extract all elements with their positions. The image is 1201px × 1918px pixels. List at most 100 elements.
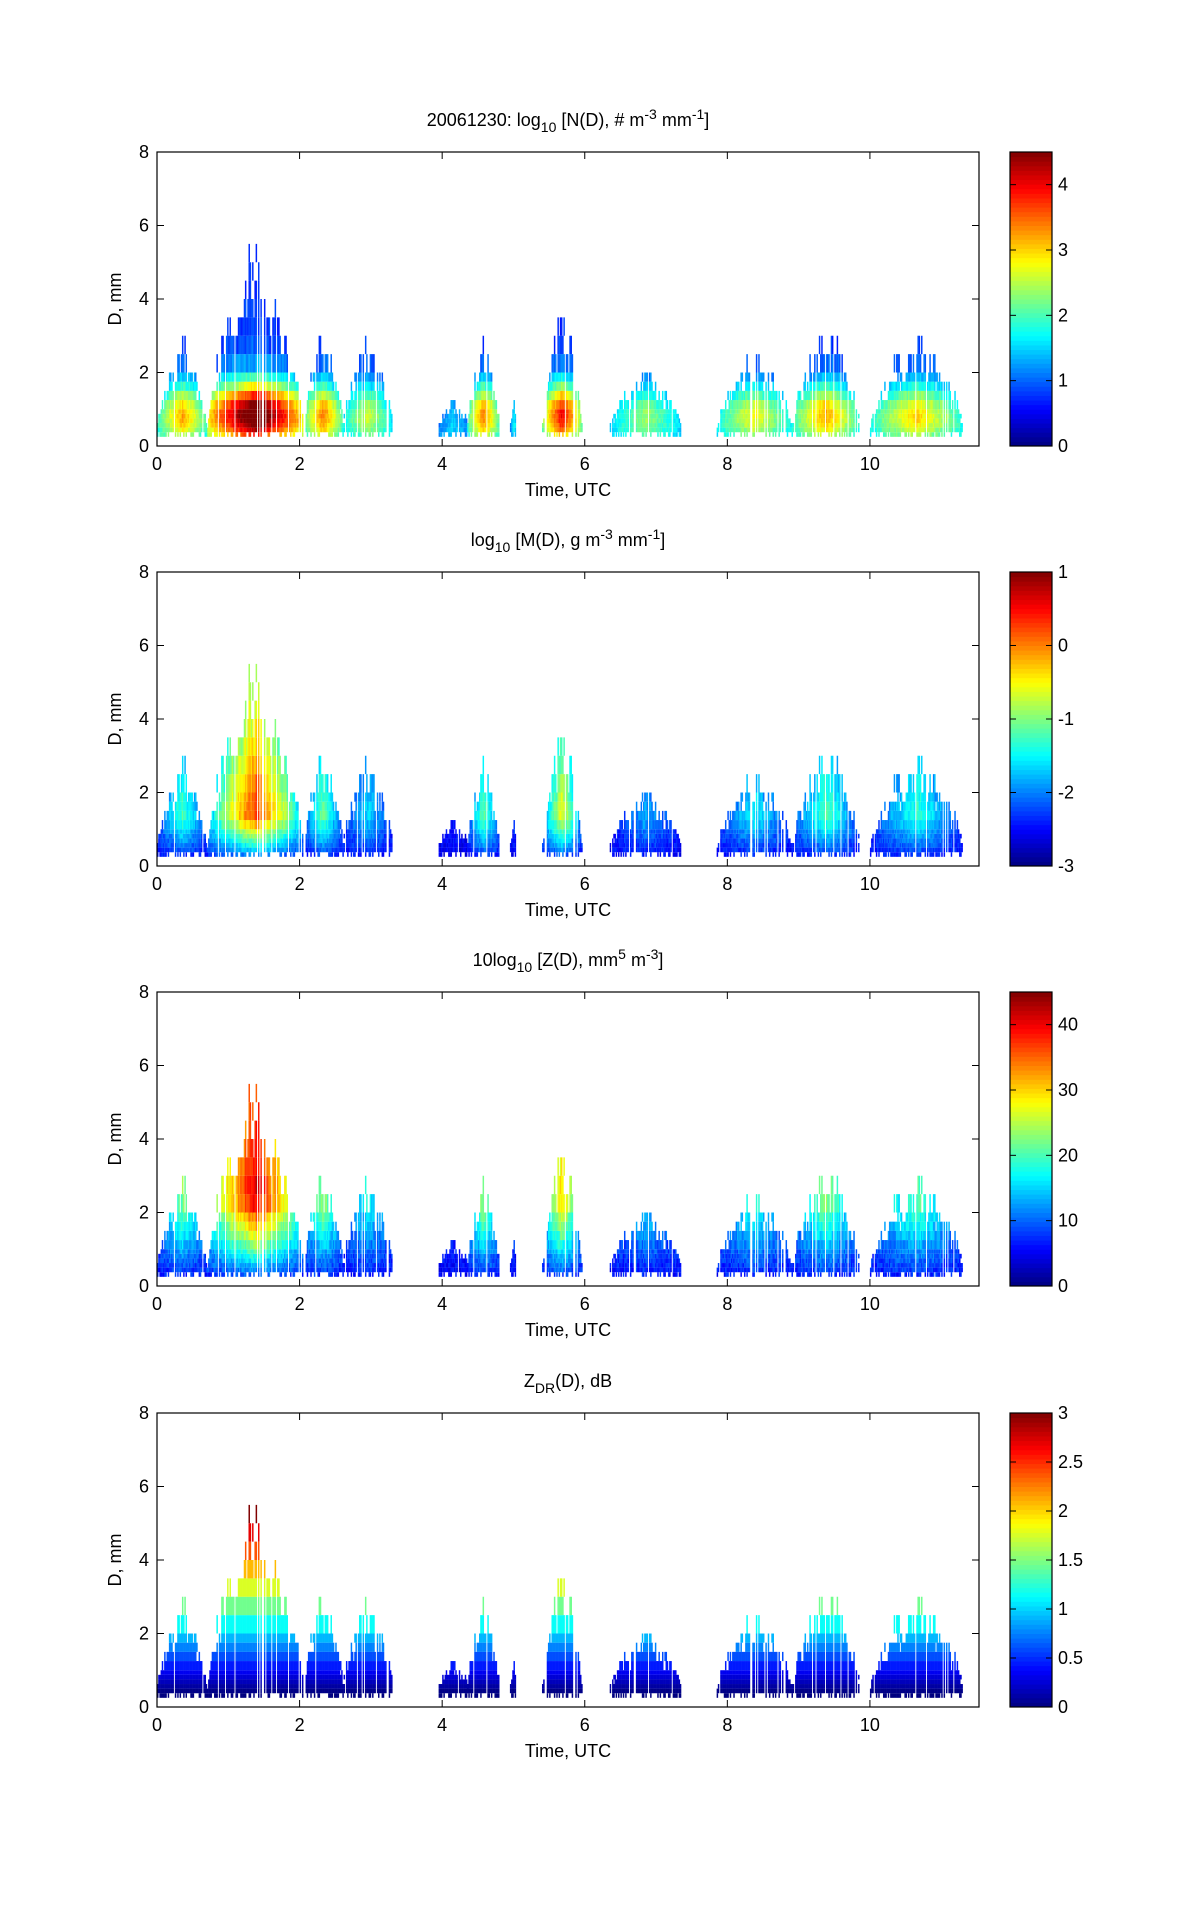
heatmap-cell [493, 423, 495, 428]
heatmap-cell [268, 400, 271, 410]
heatmap-cell [164, 409, 166, 414]
heatmap-cell [494, 432, 496, 437]
heatmap-cell [609, 423, 612, 428]
heatmap-cell [809, 400, 811, 410]
heatmap-cell [187, 792, 190, 802]
heatmap-cell [476, 423, 479, 428]
colorbar-segment [1010, 216, 1052, 222]
heatmap-cell [367, 390, 369, 401]
heatmap-cell [183, 427, 185, 433]
heatmap-cell [916, 413, 918, 419]
heatmap-cell [494, 400, 496, 410]
heatmap-cell [481, 409, 483, 414]
heatmap-cell [513, 409, 515, 414]
heatmap-cell [822, 381, 824, 391]
heatmap-cell [225, 829, 228, 834]
heatmap-cell [211, 418, 214, 424]
heatmap-cell [341, 413, 343, 419]
heatmap-cell [248, 400, 250, 410]
heatmap-cell [767, 423, 770, 428]
heatmap-cell [489, 400, 492, 410]
heatmap-cell [242, 833, 245, 839]
heatmap-cell [553, 390, 556, 401]
heatmap-cell [641, 372, 644, 382]
heatmap-cell [376, 400, 379, 410]
heatmap-cell [637, 427, 639, 433]
heatmap-cell [165, 409, 167, 414]
heatmap-cell [803, 427, 805, 433]
heatmap-cell [469, 413, 471, 419]
heatmap-cell [495, 409, 498, 414]
heatmap-cell [176, 843, 178, 848]
heatmap-cell [755, 354, 758, 373]
heatmap-cell [281, 413, 284, 419]
heatmap-cell [191, 400, 193, 410]
heatmap-cell [745, 381, 747, 391]
heatmap-cell [193, 810, 196, 821]
heatmap-cell [652, 418, 654, 424]
heatmap-cell [338, 427, 341, 433]
heatmap-cell [255, 663, 258, 683]
heatmap-cell [661, 409, 664, 414]
heatmap-cell [233, 418, 235, 424]
heatmap-cell [550, 400, 552, 410]
heatmap-cell [733, 390, 735, 401]
heatmap-cell [266, 820, 268, 830]
heatmap-cell [659, 409, 662, 414]
heatmap-cell [490, 400, 493, 410]
heatmap-cell [625, 427, 627, 433]
heatmap-cell [335, 413, 337, 419]
heatmap-cell [801, 400, 803, 410]
heatmap-cell [231, 774, 234, 793]
heatmap-cell [678, 432, 681, 437]
heatmap-cell [890, 427, 892, 433]
heatmap-cell [918, 413, 921, 419]
heatmap-cell [820, 423, 822, 428]
heatmap-cell [200, 829, 203, 834]
heatmap-cell [513, 413, 515, 419]
heatmap-cell [959, 432, 961, 437]
heatmap-cell [214, 810, 216, 821]
heatmap-cell [932, 413, 935, 419]
heatmap-cell [578, 427, 581, 433]
heatmap-cell [339, 418, 342, 424]
heatmap-cell [736, 427, 739, 433]
heatmap-cell [894, 400, 897, 410]
heatmap-cell [642, 409, 645, 414]
heatmap-cell [846, 432, 848, 437]
heatmap-cell [345, 423, 348, 428]
heatmap-cell [252, 843, 254, 848]
heatmap-cell [903, 390, 905, 401]
heatmap-cell [923, 390, 925, 401]
heatmap-cell [164, 843, 166, 848]
heatmap-cell [244, 820, 247, 830]
heatmap-cell [828, 354, 830, 373]
heatmap-cell [205, 852, 208, 857]
heatmap-cell [808, 418, 810, 424]
colorbar-segment [1010, 211, 1052, 217]
heatmap-cell [841, 409, 843, 414]
heatmap-cell [278, 737, 280, 756]
heatmap-cell [236, 847, 239, 853]
heatmap-cell [325, 418, 328, 424]
heatmap-cell [185, 843, 188, 848]
heatmap-cell [774, 390, 777, 401]
heatmap-cell [306, 400, 309, 410]
heatmap-cell [916, 423, 918, 428]
heatmap-cell [654, 400, 657, 410]
heatmap-cell [916, 427, 918, 433]
heatmap-cell [759, 413, 761, 419]
heatmap-cell [910, 409, 912, 414]
heatmap-cell [877, 413, 879, 419]
heatmap-cell [278, 829, 280, 834]
heatmap-cell [893, 423, 896, 428]
heatmap-cell [552, 400, 555, 410]
heatmap-cell [236, 829, 239, 834]
heatmap-cell [623, 423, 626, 428]
heatmap-cell [776, 418, 778, 424]
heatmap-cell [378, 390, 380, 401]
heatmap-cell [197, 418, 199, 424]
heatmap-cell [383, 423, 386, 428]
heatmap-cell [281, 381, 284, 391]
heatmap-cell [458, 413, 461, 419]
